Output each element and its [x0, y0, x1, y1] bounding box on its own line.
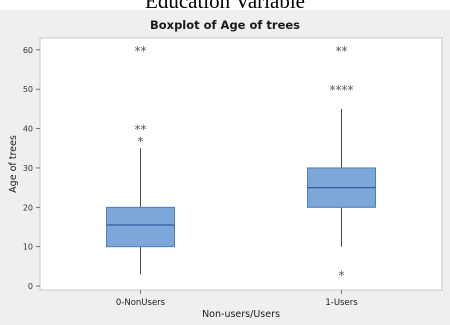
- y-tick-label: 50: [23, 85, 33, 94]
- x-axis-label: Non-users/Users: [202, 309, 280, 320]
- y-tick-label: 20: [23, 203, 33, 212]
- box-iqr: [106, 206, 175, 248]
- y-tick-label: 40: [23, 125, 33, 134]
- outlier-marker: **: [336, 44, 348, 58]
- x-tick-label: 1-Users: [325, 298, 358, 308]
- outlier-marker: *: [339, 268, 345, 282]
- chart-frame: Boxplot of Age of trees Age of trees Non…: [0, 10, 450, 325]
- y-tick-label: 10: [23, 243, 33, 252]
- outlier-marker: **: [135, 123, 147, 137]
- chart-title: Boxplot of Age of trees: [150, 18, 300, 32]
- plot-area: [39, 37, 443, 291]
- y-axis-label: Age of trees: [8, 135, 19, 193]
- page-heading: Education Variable: [145, 0, 305, 13]
- x-tick-label: 0-NonUsers: [116, 298, 166, 308]
- boxplot-chart: Boxplot of Age of trees Age of trees Non…: [8, 18, 443, 320]
- y-tick-label: 0: [28, 282, 33, 291]
- y-tick-label: 30: [23, 164, 33, 173]
- y-tick-label: 60: [23, 46, 33, 55]
- outlier-marker: *: [138, 134, 144, 148]
- outlier-marker: **: [135, 44, 147, 58]
- outlier-marker: ****: [330, 83, 354, 97]
